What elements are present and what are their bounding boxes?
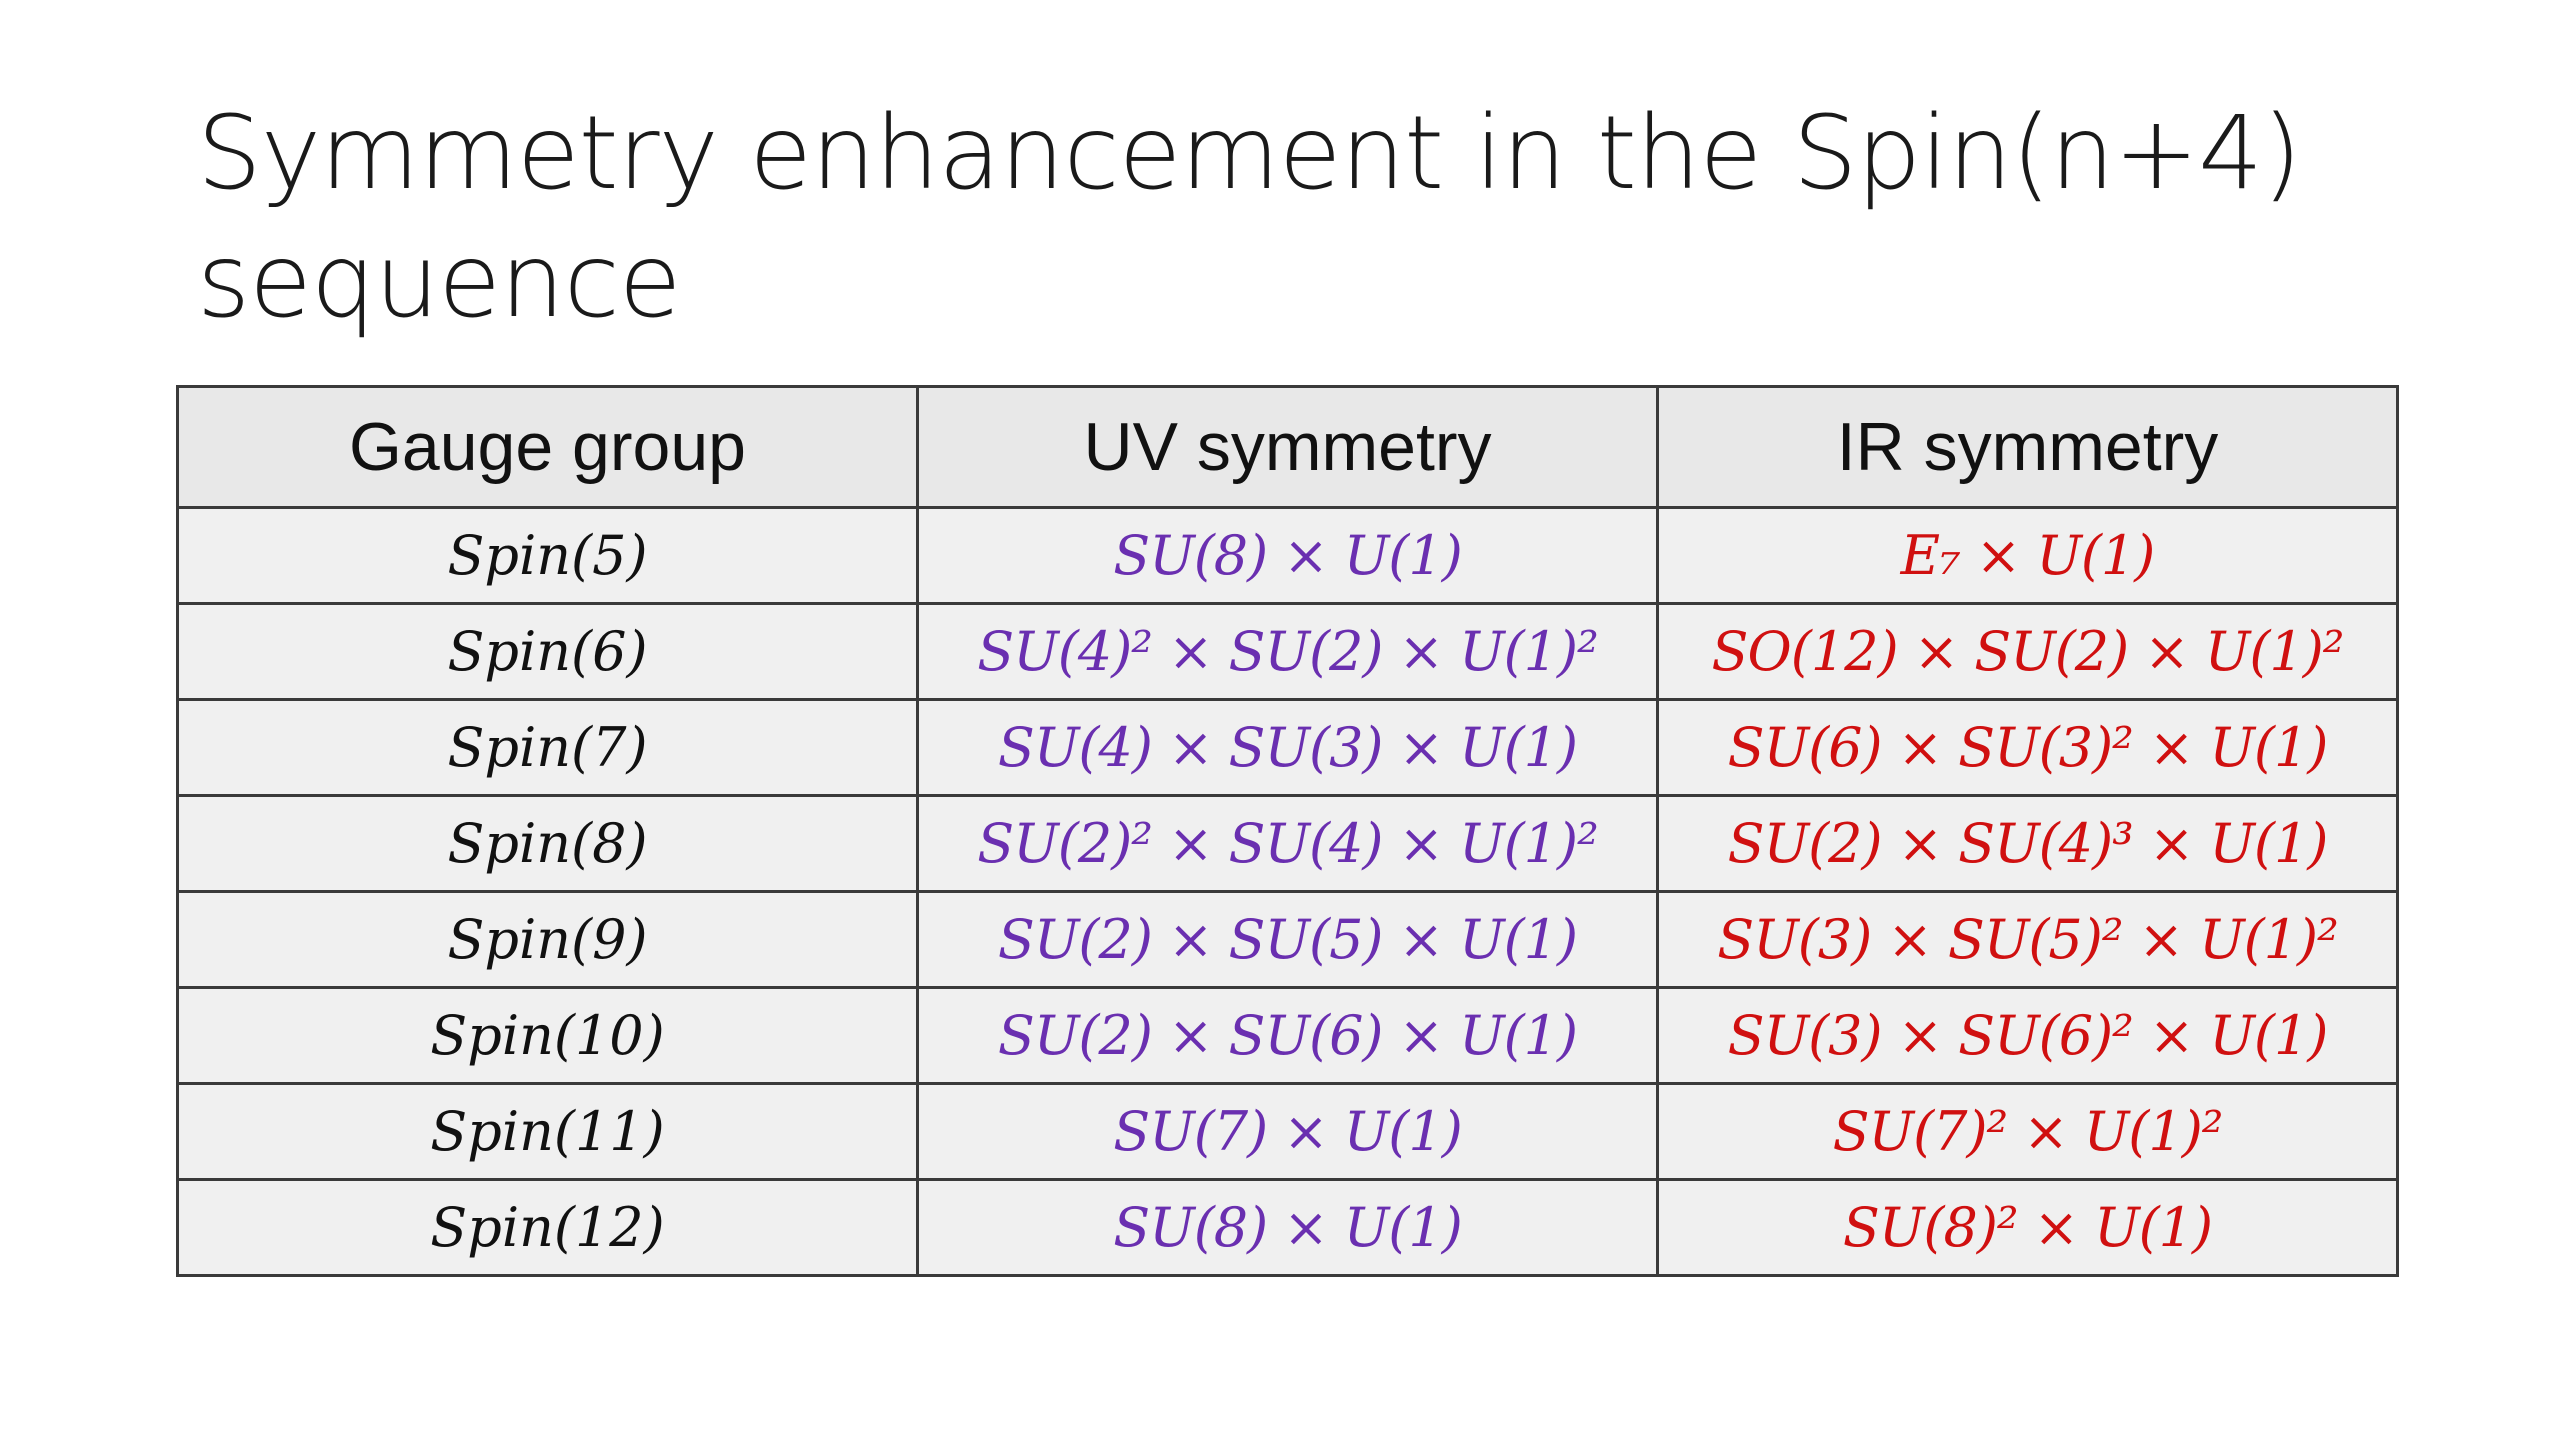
- table-row: Spin(10) SU(2) × SU(6) × U(1) SU(3) × SU…: [176, 986, 2399, 1085]
- ir-symmetry-cell: SU(8)² × U(1): [1656, 1178, 2399, 1277]
- header-gauge-group: Gauge group: [176, 385, 919, 509]
- slide-title: Symmetry enhancement in the Spin(n+4) se…: [197, 90, 2397, 346]
- ir-symmetry-cell: SO(12) × SU(2) × U(1)²: [1656, 602, 2399, 701]
- table-row: Spin(7) SU(4) × SU(3) × U(1) SU(6) × SU(…: [176, 698, 2399, 797]
- table-row: Spin(5) SU(8) × U(1) E₇ × U(1): [176, 506, 2399, 605]
- slide-title-line-2: sequence: [197, 222, 682, 341]
- ir-symmetry-cell: SU(2) × SU(4)³ × U(1): [1656, 794, 2399, 893]
- table-row: Spin(6) SU(4)² × SU(2) × U(1)² SO(12) × …: [176, 602, 2399, 701]
- gauge-group-cell: Spin(6): [176, 602, 919, 701]
- gauge-group-cell: Spin(9): [176, 890, 919, 989]
- ir-symmetry-cell: SU(3) × SU(6)² × U(1): [1656, 986, 2399, 1085]
- symmetry-table: Gauge group UV symmetry IR symmetry Spin…: [176, 385, 2399, 1277]
- gauge-group-cell: Spin(11): [176, 1082, 919, 1181]
- header-uv-symmetry: UV symmetry: [916, 385, 1659, 509]
- table-row: Spin(9) SU(2) × SU(5) × U(1) SU(3) × SU(…: [176, 890, 2399, 989]
- slide-title-line-1: Symmetry enhancement in the Spin(n+4): [197, 94, 2302, 213]
- uv-symmetry-cell: SU(4)² × SU(2) × U(1)²: [916, 602, 1659, 701]
- gauge-group-cell: Spin(7): [176, 698, 919, 797]
- table-row: Spin(8) SU(2)² × SU(4) × U(1)² SU(2) × S…: [176, 794, 2399, 893]
- uv-symmetry-cell: SU(2) × SU(5) × U(1): [916, 890, 1659, 989]
- uv-symmetry-cell: SU(8) × U(1): [916, 1178, 1659, 1277]
- gauge-group-cell: Spin(10): [176, 986, 919, 1085]
- gauge-group-cell: Spin(8): [176, 794, 919, 893]
- table-row: Spin(11) SU(7) × U(1) SU(7)² × U(1)²: [176, 1082, 2399, 1181]
- header-ir-symmetry: IR symmetry: [1656, 385, 2399, 509]
- uv-symmetry-cell: SU(4) × SU(3) × U(1): [916, 698, 1659, 797]
- uv-symmetry-cell: SU(7) × U(1): [916, 1082, 1659, 1181]
- uv-symmetry-cell: SU(2)² × SU(4) × U(1)²: [916, 794, 1659, 893]
- gauge-group-cell: Spin(5): [176, 506, 919, 605]
- uv-symmetry-cell: SU(8) × U(1): [916, 506, 1659, 605]
- uv-symmetry-cell: SU(2) × SU(6) × U(1): [916, 986, 1659, 1085]
- table-header-row: Gauge group UV symmetry IR symmetry: [176, 385, 2399, 509]
- table-row: Spin(12) SU(8) × U(1) SU(8)² × U(1): [176, 1178, 2399, 1277]
- ir-symmetry-cell: SU(6) × SU(3)² × U(1): [1656, 698, 2399, 797]
- ir-symmetry-cell: SU(7)² × U(1)²: [1656, 1082, 2399, 1181]
- gauge-group-cell: Spin(12): [176, 1178, 919, 1277]
- ir-symmetry-cell: E₇ × U(1): [1656, 506, 2399, 605]
- ir-symmetry-cell: SU(3) × SU(5)² × U(1)²: [1656, 890, 2399, 989]
